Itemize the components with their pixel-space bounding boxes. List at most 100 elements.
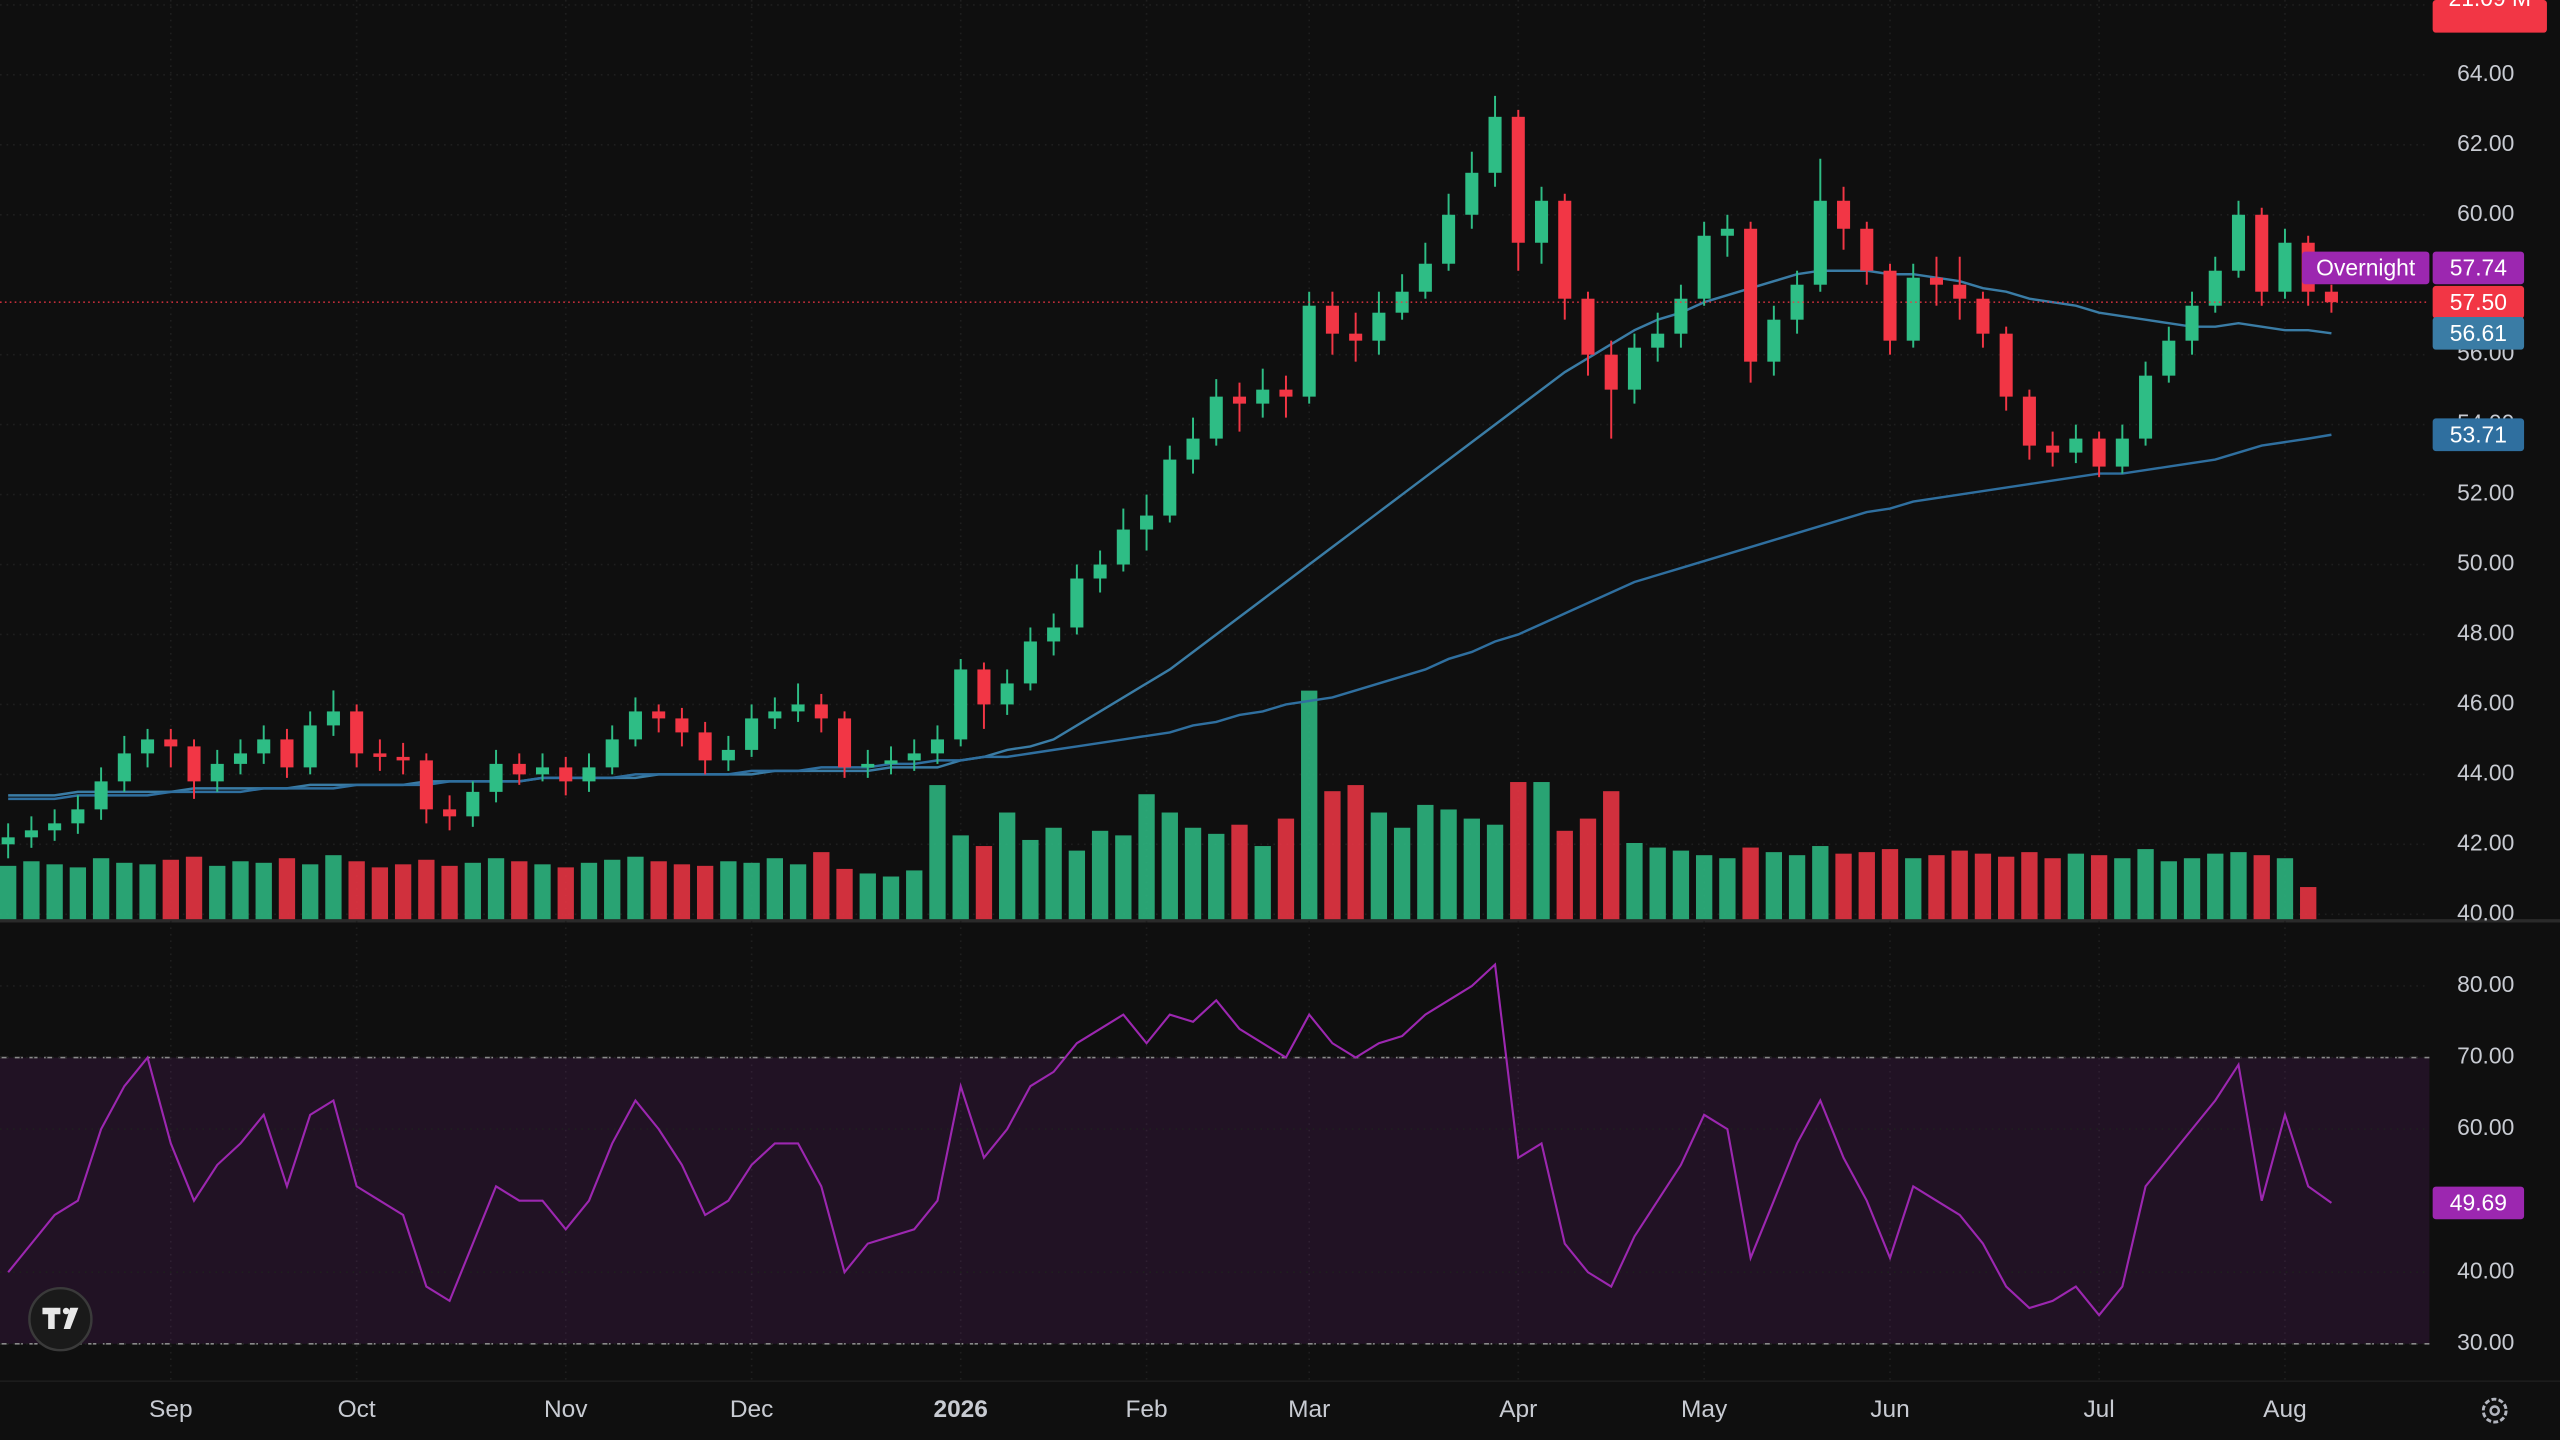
volume-bar bbox=[1928, 855, 1945, 920]
volume-bar bbox=[2207, 853, 2224, 920]
volume-bar bbox=[1347, 785, 1364, 920]
volume-bar bbox=[1998, 856, 2015, 920]
x-tick-label: Oct bbox=[338, 1396, 376, 1423]
candle-body bbox=[141, 739, 155, 754]
volume-bar bbox=[2230, 852, 2247, 920]
candle-body bbox=[117, 753, 131, 782]
volume-bar bbox=[1672, 850, 1690, 920]
volume-bar bbox=[1463, 818, 1480, 920]
ma-tag: 53.71 bbox=[2450, 421, 2507, 447]
volume-tag: 21.09 M bbox=[2449, 0, 2532, 11]
candle-body bbox=[280, 739, 294, 768]
y-tick-label: 48.00 bbox=[2457, 620, 2514, 646]
candle-body bbox=[71, 809, 85, 824]
candle-body bbox=[1000, 683, 1014, 705]
candle-body bbox=[2069, 438, 2083, 453]
candle-body bbox=[2185, 305, 2199, 341]
candle-body bbox=[814, 704, 828, 719]
volume-bar bbox=[952, 835, 969, 920]
x-tick-label: Jul bbox=[2083, 1396, 2114, 1423]
volume-bar bbox=[2044, 858, 2061, 920]
volume-bar bbox=[1812, 846, 1829, 920]
candle-body bbox=[628, 711, 642, 740]
ma-tag-bg bbox=[2432, 317, 2525, 350]
volume-bar bbox=[348, 861, 365, 920]
candle-body bbox=[1511, 116, 1525, 243]
candle-body bbox=[2278, 242, 2292, 292]
volume-bar bbox=[813, 852, 830, 920]
volume-bar bbox=[1370, 812, 1388, 920]
volume-bar bbox=[1208, 833, 1225, 920]
candle-body bbox=[1372, 312, 1386, 341]
candle-body bbox=[1906, 277, 1920, 341]
candle-body bbox=[1929, 277, 1944, 285]
volume-bar bbox=[1045, 827, 1062, 920]
candle-body bbox=[210, 763, 224, 782]
y-tick-label: 64.00 bbox=[2457, 60, 2514, 86]
candle-body bbox=[233, 753, 248, 764]
volume-bar bbox=[69, 867, 87, 920]
x-tick-label: 2026 bbox=[933, 1396, 987, 1423]
candle-body bbox=[1163, 459, 1177, 516]
tradingview-logo[interactable] bbox=[28, 1286, 93, 1352]
candle-body bbox=[2231, 214, 2246, 271]
candle-body bbox=[1256, 389, 1270, 404]
volume-bar bbox=[1626, 842, 1643, 920]
candle-body bbox=[2115, 438, 2129, 467]
volume-bar bbox=[1091, 830, 1109, 920]
candle-body bbox=[861, 763, 875, 768]
volume-bar bbox=[1161, 812, 1178, 920]
y-tick-label: 50.00 bbox=[2457, 550, 2514, 576]
candle-body bbox=[698, 732, 712, 761]
candle-body bbox=[396, 756, 410, 761]
candle-body bbox=[443, 809, 457, 817]
candle-body bbox=[884, 760, 898, 764]
volume-bar bbox=[1881, 849, 1899, 920]
candle-body bbox=[24, 830, 38, 838]
rsi-tick-label: 30.00 bbox=[2457, 1329, 2514, 1355]
volume-bar bbox=[1858, 852, 1875, 920]
candle-body bbox=[1744, 228, 1758, 362]
y-tick-label: 44.00 bbox=[2457, 759, 2514, 785]
volume-bar bbox=[1788, 855, 1806, 920]
y-tick-label: 60.00 bbox=[2457, 200, 2514, 226]
x-tick-label: May bbox=[1681, 1396, 1728, 1423]
candle-body bbox=[582, 767, 596, 782]
rsi-tick-label: 80.00 bbox=[2457, 971, 2514, 997]
candle-body bbox=[1976, 298, 1990, 334]
candle-body bbox=[721, 749, 735, 761]
last-price-tag: 57.50 bbox=[2450, 289, 2507, 315]
volume-bar bbox=[1115, 835, 1132, 920]
volume-bar bbox=[906, 870, 923, 920]
volume-bar bbox=[2300, 887, 2317, 920]
x-tick-label: Jun bbox=[1870, 1396, 1909, 1423]
candle-body bbox=[1674, 298, 1688, 334]
volume-bar bbox=[1835, 853, 1852, 920]
volume-bar bbox=[418, 859, 435, 920]
volume-bar bbox=[743, 862, 760, 920]
volume-bar bbox=[696, 865, 714, 920]
candle-body bbox=[350, 711, 364, 754]
volume-bar bbox=[209, 865, 226, 920]
candle-body bbox=[1488, 116, 1502, 173]
candle-body bbox=[977, 669, 991, 705]
settings-icon[interactable] bbox=[2481, 1397, 2508, 1424]
candle-body bbox=[257, 739, 271, 754]
volume-bar bbox=[720, 861, 737, 920]
candle-body bbox=[535, 767, 550, 775]
candle-body bbox=[1860, 228, 1874, 271]
candle-body bbox=[652, 711, 666, 719]
x-tick-label: Dec bbox=[730, 1396, 774, 1423]
volume-bar bbox=[627, 856, 644, 920]
candle-body bbox=[954, 669, 968, 740]
volume-bar bbox=[371, 867, 389, 920]
candle-body bbox=[1790, 284, 1804, 320]
ma-tag: 56.61 bbox=[2450, 320, 2507, 346]
rsi-line bbox=[7, 962, 2333, 1317]
volume-bar bbox=[534, 864, 551, 920]
candle-body bbox=[1558, 200, 1572, 299]
volume-bar bbox=[1393, 827, 1411, 920]
